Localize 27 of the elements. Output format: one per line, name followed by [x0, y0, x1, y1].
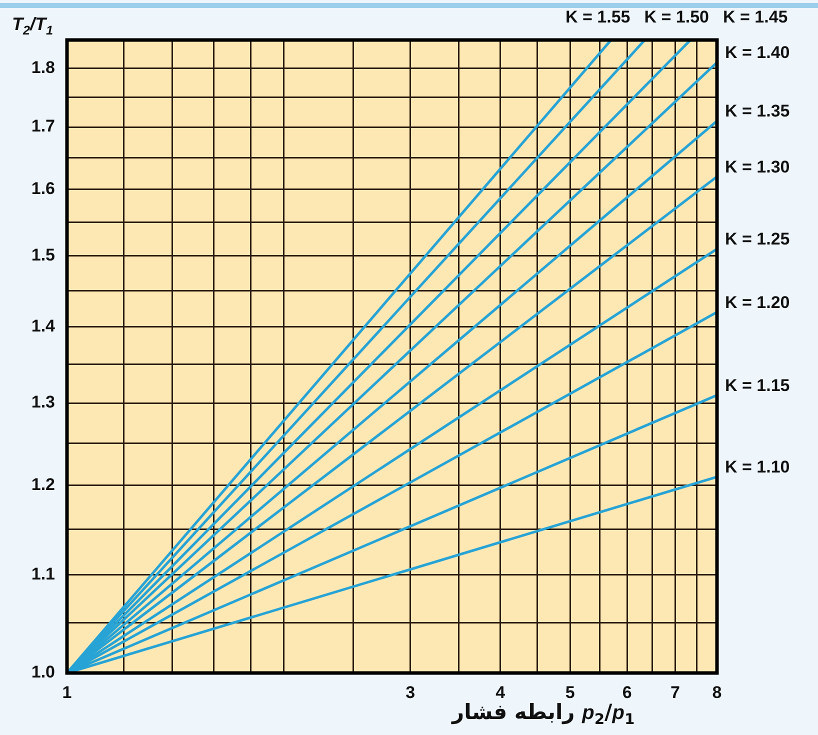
- y-tick-label: 1.4: [31, 316, 56, 336]
- y-tick-label: 1.3: [31, 392, 55, 412]
- series-label: Κ = 1.20: [725, 292, 790, 312]
- series-label: Κ = 1.15: [725, 376, 790, 395]
- x-tick-label: 4: [496, 682, 506, 702]
- y-tick-label: 1.2: [31, 475, 55, 494]
- y-tick-label: 1.5: [31, 245, 55, 264]
- x-tick-label: 8: [712, 682, 722, 702]
- y-tick-label: 1.0: [31, 662, 55, 682]
- x-tick-label: 6: [622, 682, 632, 702]
- text: Κ = 1.45: [723, 8, 788, 27]
- y-tick-label: 1.1: [31, 564, 55, 584]
- y-tick-label: 1.6: [31, 179, 55, 198]
- x-tick-label: 1: [62, 682, 72, 702]
- series-label: Κ = 1.10: [725, 458, 790, 477]
- x-tick-label: 5: [565, 682, 575, 702]
- x-tick-label: 3: [406, 682, 416, 702]
- x-tick-label: 7: [670, 682, 680, 702]
- y-tick-label: 1.7: [31, 116, 55, 136]
- y-tick-label: 1.8: [31, 58, 55, 77]
- series-label: Κ = 1.55: [566, 8, 630, 27]
- y-axis-title: T$_{2}$/T$_{1}$: [12, 14, 54, 38]
- series-label: Κ = 1.35: [725, 102, 790, 121]
- series-label: Κ = 1.40: [725, 43, 790, 62]
- series-label: Κ = 1.30: [725, 157, 790, 176]
- series-label: Κ = 1.25: [725, 230, 790, 249]
- series-label: Κ = 1.50: [644, 8, 710, 27]
